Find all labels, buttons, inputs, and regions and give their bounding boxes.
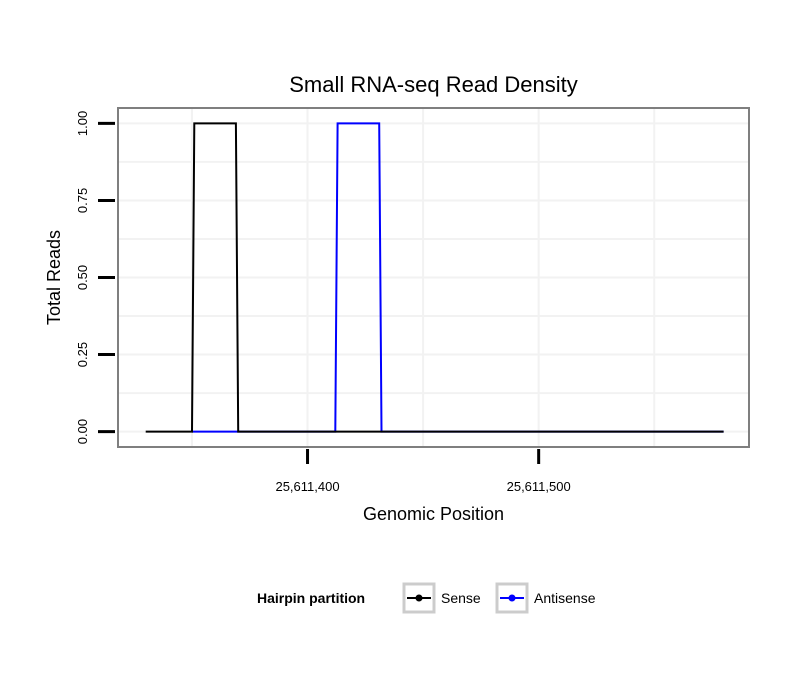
legend-title: Hairpin partition [257,590,365,606]
y-axis-title: Total Reads [44,230,64,325]
y-tick-label: 0.50 [75,265,90,290]
y-tick-label: 0.25 [75,342,90,367]
y-tick-label: 0.00 [75,419,90,444]
x-tick-label: 25,611,500 [507,479,571,494]
gridlines [118,108,749,447]
y-tick-label: 1.00 [75,111,90,136]
chart-title: Small RNA-seq Read Density [289,72,578,97]
y-axis: 0.00 0.25 0.50 0.75 1.00 [75,111,115,444]
legend-label-sense: Sense [441,590,481,606]
legend-key-point [508,594,516,602]
series-line-sense [145,122,724,433]
x-axis-title: Genomic Position [363,504,504,524]
y-tick-label: 0.75 [75,188,90,213]
x-axis: 25,611,400 25,611,500 [275,449,571,494]
x-tick-label: 25,611,400 [275,479,339,494]
legend-key-point [415,594,423,602]
legend-label-antisense: Antisense [534,590,596,606]
series-layer [145,122,724,433]
plot-panel-border [117,107,750,448]
legend: Hairpin partition Sense Antisense [257,582,596,614]
